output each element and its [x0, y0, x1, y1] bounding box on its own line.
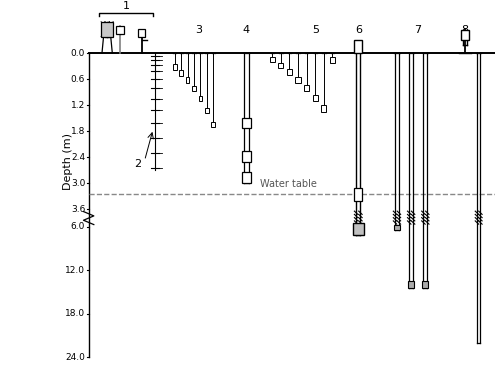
Bar — [296, 77, 300, 83]
Text: 1.8: 1.8 — [71, 127, 85, 136]
Bar — [242, 151, 251, 162]
Text: 18.0: 18.0 — [65, 309, 85, 318]
Bar — [242, 118, 251, 128]
Bar — [212, 122, 216, 127]
Text: Depth (m): Depth (m) — [64, 133, 74, 190]
Bar — [192, 86, 196, 91]
Bar — [312, 95, 318, 101]
Text: 1: 1 — [123, 1, 130, 11]
Text: 8: 8 — [462, 26, 468, 36]
Bar — [422, 281, 428, 288]
Bar — [198, 96, 202, 101]
Text: 12.0: 12.0 — [65, 266, 85, 275]
Bar — [460, 30, 469, 40]
Bar — [304, 85, 309, 91]
Text: 3: 3 — [196, 26, 202, 36]
Bar — [394, 225, 400, 230]
Text: 0.6: 0.6 — [71, 75, 85, 83]
Bar — [116, 26, 124, 34]
Text: 5: 5 — [312, 26, 319, 36]
Text: 0.0: 0.0 — [71, 49, 85, 58]
Bar — [330, 56, 335, 63]
Bar — [352, 223, 364, 236]
Text: 1.2: 1.2 — [71, 101, 85, 110]
Text: 6.0: 6.0 — [71, 222, 85, 231]
Bar — [101, 22, 113, 36]
Text: 3.0: 3.0 — [71, 179, 85, 188]
Bar — [172, 64, 176, 69]
Bar — [354, 40, 362, 53]
Text: 2: 2 — [134, 159, 141, 169]
Text: 2.4: 2.4 — [71, 153, 85, 162]
Text: 3.6: 3.6 — [71, 205, 85, 214]
Bar — [287, 69, 292, 75]
Text: Water table: Water table — [260, 179, 317, 189]
Text: 7: 7 — [414, 26, 421, 36]
Bar — [322, 105, 326, 112]
Bar — [242, 173, 251, 183]
Bar — [270, 56, 275, 62]
Bar — [138, 29, 145, 36]
Text: 6: 6 — [355, 26, 362, 36]
Bar — [186, 77, 190, 83]
Bar — [205, 108, 209, 113]
Bar — [179, 70, 183, 76]
Bar — [354, 188, 362, 201]
Bar — [278, 63, 283, 68]
Text: 4: 4 — [243, 26, 250, 36]
Bar — [408, 281, 414, 288]
Text: 24.0: 24.0 — [66, 352, 85, 362]
